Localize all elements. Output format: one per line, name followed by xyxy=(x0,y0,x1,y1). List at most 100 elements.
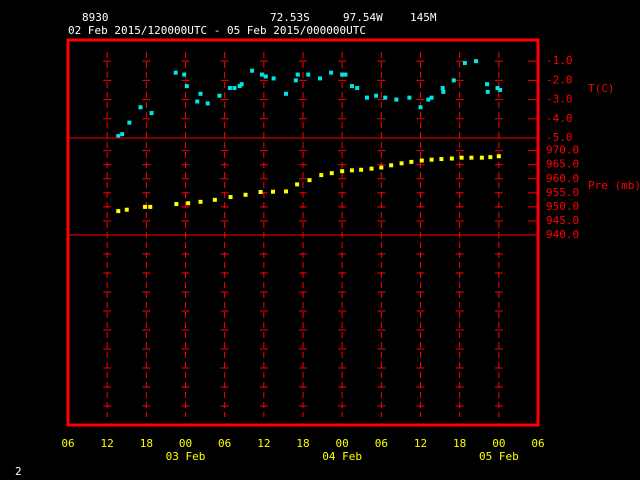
point xyxy=(284,189,289,194)
point xyxy=(485,89,490,94)
x-tick-label: 18 xyxy=(453,437,466,450)
point xyxy=(485,82,490,87)
point xyxy=(120,132,125,137)
point xyxy=(343,72,348,77)
point xyxy=(306,72,311,77)
x-tick-label: 12 xyxy=(257,437,270,450)
point xyxy=(329,70,334,75)
point xyxy=(295,72,300,77)
point xyxy=(459,155,464,160)
point xyxy=(124,207,129,212)
x-tick-label: 06 xyxy=(531,437,544,450)
point xyxy=(227,86,232,91)
point xyxy=(439,157,444,162)
y-tick-label: -4.0 xyxy=(546,112,573,125)
point xyxy=(259,72,264,77)
frame xyxy=(66,38,540,427)
point xyxy=(359,167,364,172)
y-tick-label: 970.0 xyxy=(546,144,579,157)
point xyxy=(329,171,334,176)
point xyxy=(364,95,369,100)
point xyxy=(340,72,345,77)
y-tick-label: -5.0 xyxy=(546,131,573,144)
y-axis-label: Pre (mb) xyxy=(588,179,640,192)
point xyxy=(217,93,222,98)
y-tick-label: 940.0 xyxy=(546,228,579,241)
point xyxy=(407,95,412,100)
point xyxy=(349,84,354,89)
y-tick-label: 965.0 xyxy=(546,158,579,171)
y-tick-label: -3.0 xyxy=(546,93,573,106)
x-tick-label: 06 xyxy=(61,437,74,450)
y-tick-label: -1.0 xyxy=(546,54,573,67)
point xyxy=(116,209,121,214)
point xyxy=(355,86,360,91)
point xyxy=(418,105,423,110)
point xyxy=(319,173,324,178)
point xyxy=(263,74,268,79)
y-tick-label: 945.0 xyxy=(546,214,579,227)
point xyxy=(270,189,275,194)
point xyxy=(182,72,187,77)
point xyxy=(186,201,191,206)
x-tick-label: 06 xyxy=(375,437,388,450)
point xyxy=(271,76,276,81)
point xyxy=(340,169,345,174)
x-tick-label: 12 xyxy=(101,437,114,450)
point xyxy=(116,134,121,139)
point xyxy=(195,99,200,104)
point xyxy=(473,59,478,64)
point xyxy=(462,61,467,66)
day-label: 04 Feb xyxy=(322,450,362,463)
x-tick-label: 00 xyxy=(179,437,192,450)
y-tick-label: 960.0 xyxy=(546,172,579,185)
point xyxy=(232,86,237,91)
point xyxy=(379,165,384,170)
station: 8930 xyxy=(82,11,109,24)
point xyxy=(317,76,322,81)
point xyxy=(250,68,255,73)
point xyxy=(284,91,289,96)
point xyxy=(389,163,394,168)
point xyxy=(349,168,354,173)
point xyxy=(429,95,434,100)
point xyxy=(496,154,501,159)
point xyxy=(174,202,179,207)
point xyxy=(205,101,210,106)
point xyxy=(429,157,434,162)
point xyxy=(449,156,454,161)
y-tick-label: 950.0 xyxy=(546,200,579,213)
point xyxy=(451,78,456,83)
point xyxy=(307,178,312,183)
x-tick-label: 00 xyxy=(492,437,505,450)
longitude: 97.54W xyxy=(343,11,383,24)
point xyxy=(143,204,148,209)
day-label: 03 Feb xyxy=(166,450,206,463)
point xyxy=(173,70,178,75)
point xyxy=(488,155,493,160)
point xyxy=(441,89,446,94)
point xyxy=(479,155,484,160)
point xyxy=(212,197,217,202)
point xyxy=(295,182,300,187)
point xyxy=(198,199,203,204)
point xyxy=(498,87,503,92)
point xyxy=(394,97,399,102)
point xyxy=(198,91,203,96)
point xyxy=(184,84,189,89)
period: 02 Feb 2015/120000UTC - 05 Feb 2015/0000… xyxy=(68,24,366,37)
point xyxy=(148,204,153,209)
day-label: 05 Feb xyxy=(479,450,519,463)
point xyxy=(127,120,132,125)
latitude: 72.53S xyxy=(270,11,310,24)
y-tick-label: 955.0 xyxy=(546,186,579,199)
point xyxy=(243,192,248,197)
point xyxy=(399,161,404,166)
point xyxy=(149,111,154,116)
point xyxy=(293,78,298,83)
point xyxy=(419,158,424,163)
x-tick-label: 18 xyxy=(140,437,153,450)
